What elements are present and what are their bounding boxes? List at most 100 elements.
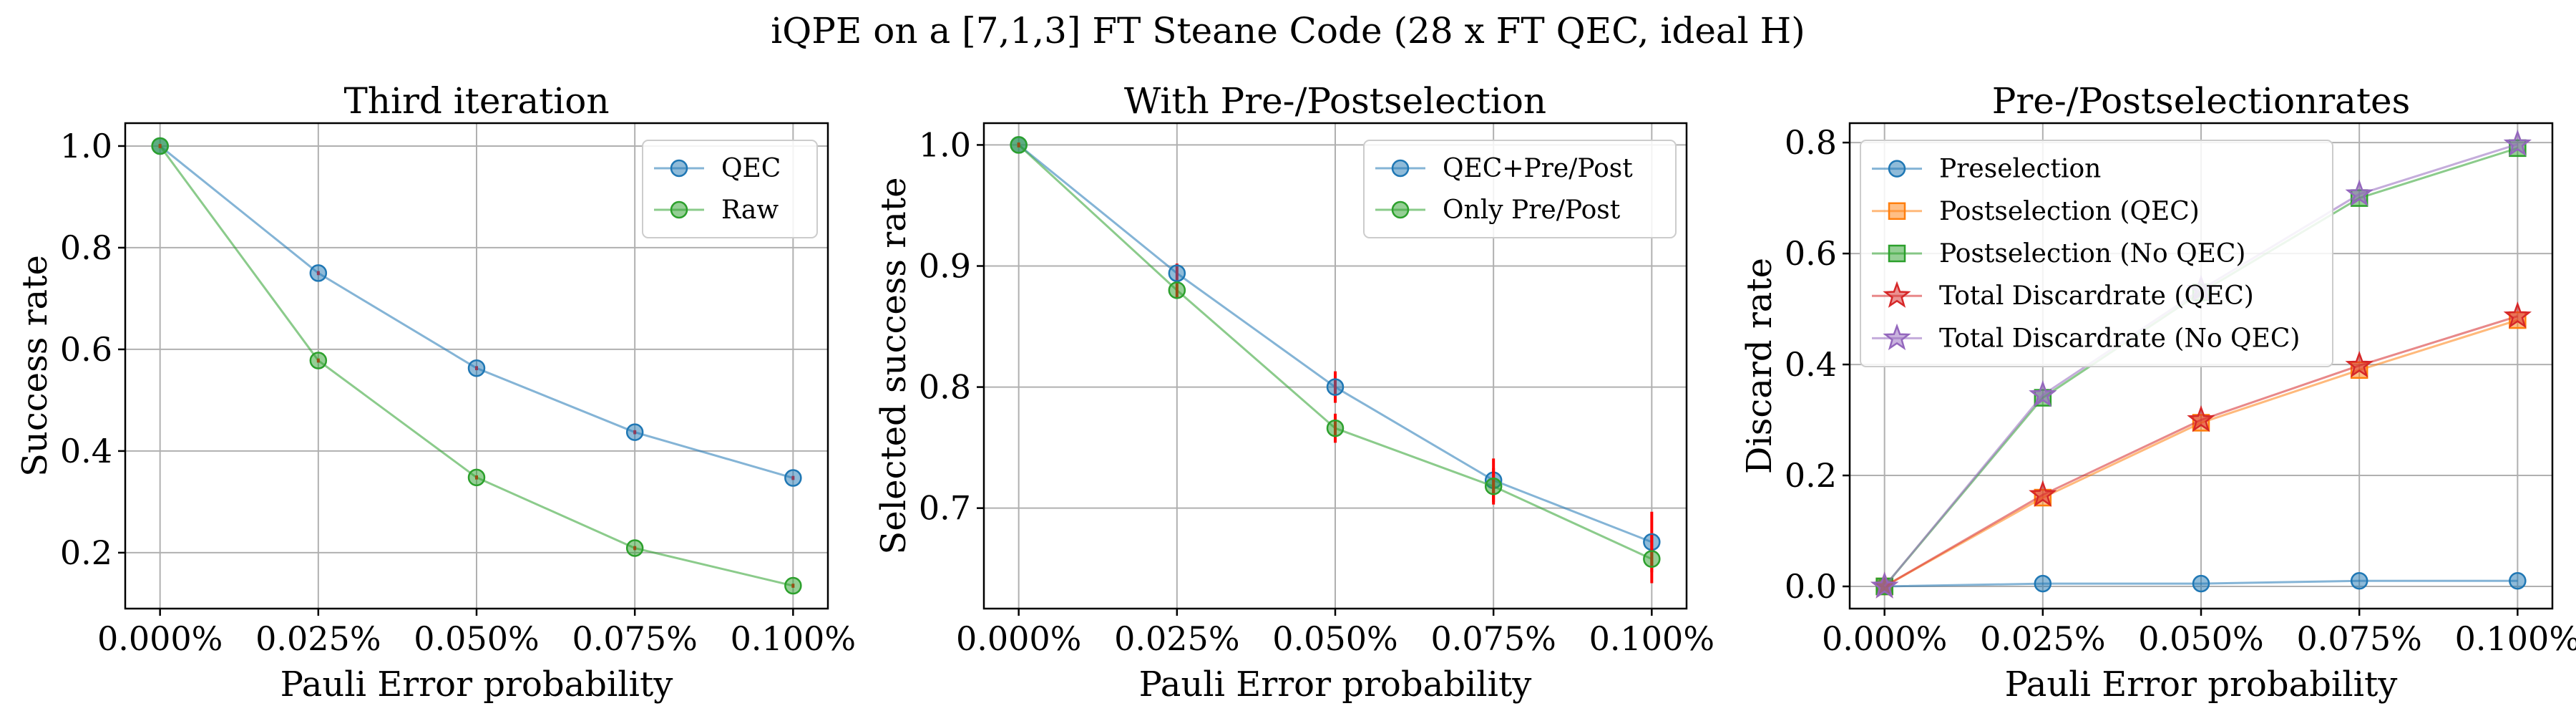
y-tick-label: 0.4 [60,432,112,470]
legend-marker [1391,200,1410,219]
chart-title: Third iteration [343,80,609,122]
data-point [625,423,644,441]
legend: QEC Raw [642,140,818,238]
data-point [2503,301,2532,329]
x-tick-label: 0.025% [1980,619,2105,658]
legend-item-postselection-qec: Postselection (QEC) [1872,197,2200,226]
legend: QEC+Pre/Post Only Pre/Post [1363,140,1677,238]
legend-marker [1391,159,1410,178]
figure-suptitle: iQPE on a [7,1,3] FT Steane Code (28 x F… [771,10,1805,52]
legend-marker [670,200,688,219]
data-point [467,468,486,487]
data-point [1010,136,1028,154]
y-tick-label: 0.9 [919,247,971,286]
data-point [2350,572,2368,590]
data-point [784,469,802,487]
y-tick-label: 0.8 [60,228,112,267]
x-axis-label: Pauli Error probability [1139,664,1532,705]
x-tick-label: 0.025% [1114,619,1239,658]
y-axis-label: Discard rate [1740,258,1780,474]
y-tick-label: 0.6 [60,330,112,369]
x-tick-label: 0.050% [2138,619,2263,658]
x-tick-label: 0.075% [572,619,697,658]
legend-item-preselection: Preselection [1872,155,2101,184]
data-point [309,352,328,369]
legend-item-qec: QEC [654,154,781,183]
data-point [1326,419,1345,437]
y-tick-label: 0.6 [1785,234,1837,273]
data-point [2345,350,2373,378]
data-point [2029,480,2057,507]
legend-marker [1883,281,1911,308]
data-point [1870,571,1899,599]
legend-item-qec-pre-post: QEC+Pre/Post [1375,154,1633,183]
data-point [2187,405,2215,432]
y-tick-label: 0.2 [1785,456,1837,495]
legend-item-raw: Raw [654,195,779,225]
data-point [2503,129,2532,157]
x-tick-label: 0.100% [731,619,856,658]
chart-panel-1: Third iteration 0.000% 0.025% 0.050% 0.075% 0… [15,80,856,705]
chart-panel-2: With Pre-/Postselection 0.000% 0.025% 0.050… [874,80,1714,705]
data-point [1168,264,1186,282]
y-tick-label: 0.8 [1785,123,1837,162]
x-tick-label: 0.000% [956,619,1081,658]
data-point [467,359,486,377]
data-point [2029,380,2057,407]
legend-marker [670,159,688,178]
data-point [1643,550,1661,568]
y-tick-label: 0.8 [919,368,971,407]
data-point [625,539,644,557]
data-point [2509,572,2527,590]
legend-label: Only Pre/Post [1443,195,1621,225]
y-tick-label: 0.7 [919,489,971,528]
y-tick-label: 0.0 [1785,567,1837,606]
legend-marker [1888,160,1906,178]
y-axis-label: Selected success rate [874,177,914,554]
legend-marker [1888,244,1906,263]
legend-label: QEC+Pre/Post [1443,154,1633,183]
data-point [309,264,328,282]
x-tick-label: 0.050% [1272,619,1397,658]
x-tick-label: 0.000% [1822,619,1947,658]
series-raw [151,137,802,595]
x-tick-label: 0.075% [1430,619,1556,658]
legend-label: Raw [721,195,779,225]
legend-item-total-discardrate-no-qec: Total Discardrate (No QEC) [1872,323,2300,353]
x-tick-label: 0.000% [97,619,223,658]
legend-label: Postselection (QEC) [1939,197,2200,226]
chart-title: With Pre-/Postselection [1124,80,1546,122]
legend-label: Total Discardrate (QEC) [1939,281,2254,311]
legend-label: Postselection (No QEC) [1939,239,2245,268]
legend-marker [1888,202,1906,221]
y-tick-label: 0.2 [60,533,112,572]
x-tick-label: 0.100% [1589,619,1714,658]
x-tick-label: 0.050% [414,619,539,658]
legend-item-total-discardrate-qec: Total Discardrate (QEC) [1872,281,2254,311]
data-point [2192,574,2210,593]
x-tick-label: 0.100% [2455,619,2576,658]
x-axis-label: Pauli Error probability [2005,664,2398,705]
data-point [1484,477,1503,495]
series-preselection [1875,572,2527,596]
data-point [1326,378,1345,396]
data-point [1168,281,1186,299]
legend-item-only-pre-post: Only Pre/Post [1375,195,1621,225]
legend-label: Preselection [1939,155,2101,184]
legend-label: QEC [721,154,781,183]
data-point [2345,179,2373,206]
legend-box [1363,140,1677,238]
x-tick-label: 0.025% [255,619,381,658]
legend-item-postselection-no-qec: Postselection (No QEC) [1872,239,2245,268]
legend-marker [1883,323,1911,351]
legend-label: Total Discardrate (No QEC) [1939,324,2300,353]
y-tick-label: 1.0 [919,125,971,164]
data-point [151,137,169,155]
y-tick-label: 0.4 [1785,345,1837,384]
chart-title: Pre-/Postselectionrates [1992,80,2411,122]
x-tick-label: 0.075% [2296,619,2421,658]
legend: Preselection Postselection (QEC) Postselec… [1860,140,2333,367]
y-tick-label: 1.0 [60,127,112,165]
data-point [784,576,802,595]
